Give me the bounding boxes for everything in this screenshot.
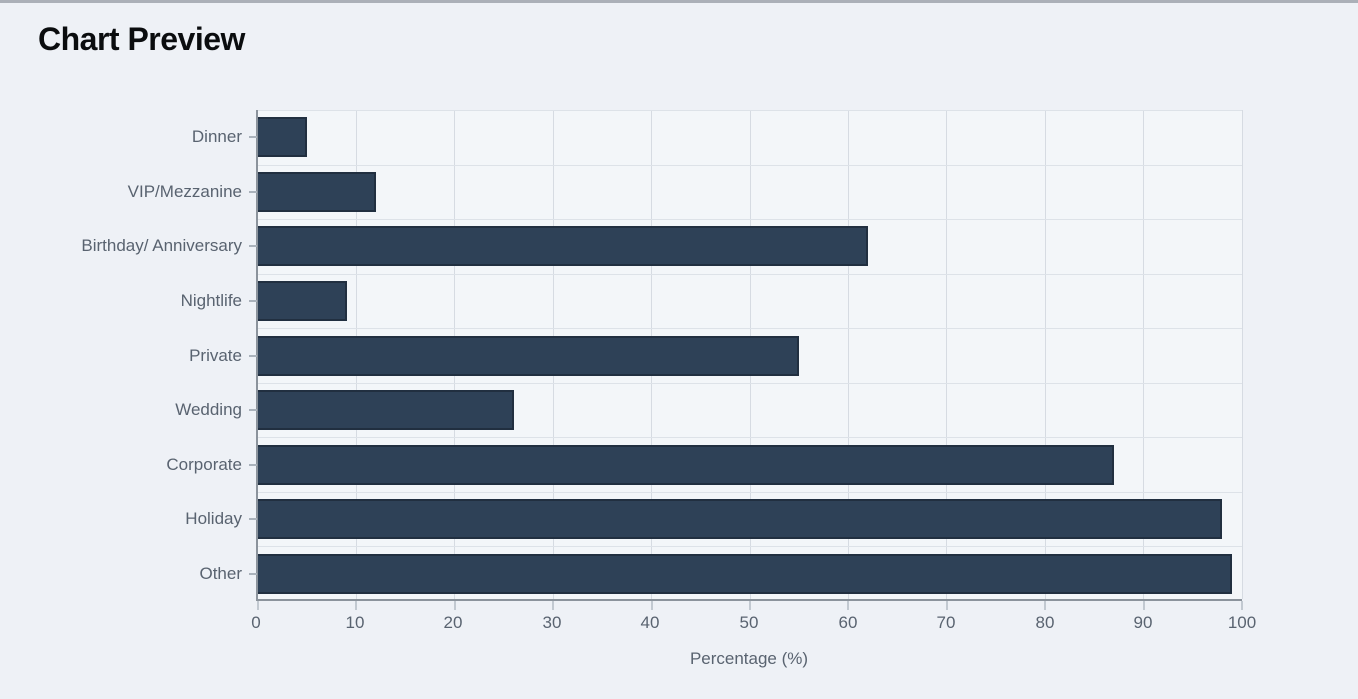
row-gridline — [258, 437, 1242, 438]
x-axis-tick-mark — [945, 601, 948, 610]
bar — [258, 336, 800, 376]
x-tick-label: 40 — [640, 613, 660, 632]
x-tick-label: 70 — [936, 613, 956, 632]
x-axis-tick-mark — [453, 601, 456, 610]
bar — [258, 499, 1223, 539]
x-tick-label: 30 — [542, 613, 562, 632]
x-axis-tick-mark — [355, 601, 358, 610]
x-tick-label: 90 — [1133, 613, 1153, 632]
x-tick-label: 50 — [739, 613, 759, 632]
y-axis-tick-mark — [249, 355, 257, 357]
bar — [258, 281, 347, 321]
x-tick-label: 10 — [345, 613, 365, 632]
x-axis-tick-mark — [1241, 601, 1243, 610]
category-label: Holiday — [185, 509, 242, 528]
vertical-gridline — [946, 110, 948, 599]
y-axis-tick-mark — [249, 409, 257, 411]
category-label: Nightlife — [180, 291, 242, 310]
category-label: Other — [199, 564, 242, 583]
row-gridline — [258, 110, 1242, 111]
y-axis-tick-mark — [249, 136, 257, 138]
category-label: Wedding — [175, 400, 242, 419]
x-axis-tick-mark — [650, 601, 653, 610]
y-axis-tick-mark — [249, 191, 257, 193]
x-axis-title: Percentage (%) — [689, 649, 809, 668]
bar — [258, 172, 377, 212]
bar-chart: Dinner VIP/Mezzanine Birthday/ Anniversary… — [0, 3, 1358, 699]
category-label: Dinner — [191, 127, 242, 146]
x-tick-label: 60 — [838, 613, 858, 632]
y-axis-tick-mark — [249, 245, 257, 247]
category-label: VIP/Mezzanine — [127, 182, 242, 201]
bar — [258, 117, 308, 157]
x-axis-tick-mark — [1044, 601, 1047, 610]
vertical-gridline — [1143, 110, 1145, 599]
bar — [258, 445, 1115, 485]
row-gridline — [258, 383, 1242, 384]
x-axis-tick-mark — [552, 601, 555, 610]
category-label: Birthday/ Anniversary — [81, 236, 242, 255]
page-title: Chart Preview — [38, 21, 245, 57]
x-axis-tick-mark — [749, 601, 751, 610]
bar — [258, 554, 1233, 594]
x-axis-tick-mark — [847, 601, 850, 610]
row-gridline — [258, 165, 1242, 166]
row-gridline — [258, 492, 1242, 493]
plot-area — [249, 110, 1243, 610]
x-tick-label: 80 — [1035, 613, 1055, 632]
row-gridline — [258, 328, 1242, 329]
bar — [258, 390, 514, 430]
bar — [258, 226, 869, 266]
row-gridline — [258, 219, 1242, 220]
row-gridline — [258, 274, 1242, 275]
x-axis-tick-mark — [257, 601, 259, 610]
category-label: Private — [189, 346, 242, 365]
vertical-gridline — [1044, 110, 1046, 599]
x-axis-tick-mark — [1142, 601, 1145, 610]
row-gridline — [258, 546, 1242, 547]
x-tick-label: 0 — [251, 613, 261, 632]
category-label: Corporate — [166, 455, 242, 474]
x-tick-label: 100 — [1227, 613, 1257, 632]
y-axis-tick-mark — [249, 573, 257, 575]
y-axis-tick-mark — [249, 300, 257, 302]
x-tick-label: 20 — [443, 613, 463, 632]
vertical-gridline — [847, 110, 849, 599]
vertical-gridline — [1241, 110, 1243, 599]
y-axis-tick-mark — [249, 464, 257, 466]
y-axis-tick-mark — [249, 518, 257, 520]
